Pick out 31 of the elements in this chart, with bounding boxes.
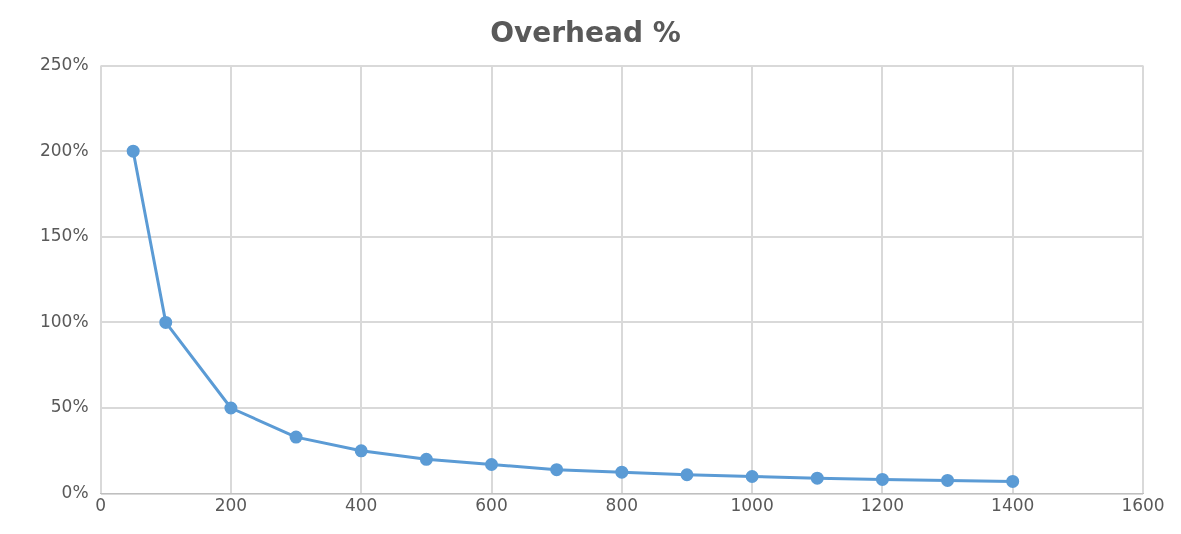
y-tick-label: 250% [39,54,89,75]
point [354,444,368,458]
chart-title: Overhead % [490,16,681,50]
x-tick-label: 200 [214,495,248,516]
x-tick-label: 1400 [991,495,1035,516]
y-tick-label: 150% [39,225,89,246]
point [419,452,433,466]
x-tick-label: 0 [95,495,107,516]
point [159,315,173,329]
point [126,144,140,158]
point [615,465,629,479]
x-tick-label: 1600 [1121,495,1165,516]
point [875,472,889,486]
point [550,463,564,477]
x-tick-label: 1000 [730,495,774,516]
y-tick-label: 100% [39,310,89,331]
x-tick-label: 600 [475,495,508,516]
point [745,469,759,483]
point [810,471,824,485]
x-tick-label: 800 [605,495,639,516]
point [289,430,303,444]
point [941,473,955,487]
point [680,468,694,482]
y-tick-label: 200% [39,139,89,160]
x-tick-label: 400 [344,495,378,516]
point [224,401,238,415]
x-tick-label: 1200 [860,495,905,516]
point [485,458,498,471]
y-tick-label: 0% [61,482,89,503]
point [1006,474,1020,488]
y-tick-label: 50% [50,396,89,417]
